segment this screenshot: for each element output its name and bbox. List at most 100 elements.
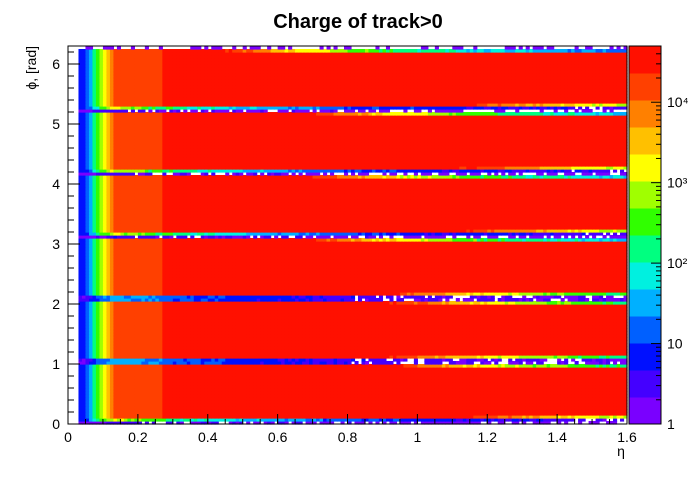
heatmap-cell [102, 370, 108, 374]
heatmap-cell [249, 355, 254, 359]
heatmap-cell [592, 367, 597, 371]
heatmap-cell [340, 388, 345, 392]
heatmap-cell [242, 352, 247, 356]
heatmap-cell [417, 415, 422, 419]
heatmap-cell [309, 358, 314, 362]
heatmap-cell [497, 409, 502, 413]
heatmap-cell [249, 364, 254, 368]
heatmap-cell [371, 394, 377, 398]
heatmap-cell [389, 397, 394, 401]
heatmap-cell [536, 409, 541, 413]
heatmap-cell [490, 370, 495, 374]
heatmap-cell [347, 355, 352, 359]
heatmap-cell [277, 376, 282, 380]
heatmap-cell [106, 418, 111, 422]
heatmap-cell [613, 370, 618, 374]
heatmap-cell [389, 385, 394, 389]
heatmap-cell [564, 403, 569, 407]
heatmap-cell [344, 364, 349, 368]
heatmap-cell [295, 385, 300, 389]
heatmap-cell [291, 343, 296, 347]
heatmap-cell [501, 379, 506, 383]
heatmap-cell [459, 409, 464, 413]
heatmap-cell [106, 388, 111, 392]
heatmap-cell [550, 397, 555, 401]
heatmap-cell [574, 412, 579, 416]
heatmap-cell [113, 412, 118, 416]
heatmap-cell [330, 364, 335, 368]
heatmap-cell [106, 397, 111, 401]
heatmap-cell [155, 367, 160, 371]
heatmap-cell [469, 355, 474, 359]
heatmap-cell [550, 352, 555, 356]
heatmap-cell [445, 394, 450, 398]
heatmap-cell [448, 352, 453, 356]
heatmap-cell [413, 409, 418, 413]
heatmap-cell [466, 415, 471, 419]
heatmap-cell [515, 361, 520, 365]
heatmap-cell [613, 400, 618, 404]
heatmap-cell [420, 346, 425, 350]
heatmap-cell [623, 388, 628, 392]
heatmap-cell [242, 367, 247, 371]
heatmap-cell [81, 352, 87, 356]
heatmap-cell [364, 370, 370, 374]
heatmap-cell [445, 406, 450, 410]
heatmap-cell [403, 400, 408, 404]
heatmap-cell [522, 379, 527, 383]
heatmap-cell [396, 415, 401, 419]
heatmap-cell [382, 367, 387, 371]
heatmap-cell [466, 373, 471, 377]
heatmap-cell [497, 391, 502, 395]
heatmap-cell [120, 421, 125, 425]
heatmap-cell [483, 400, 488, 404]
heatmap-cell [172, 349, 177, 353]
heatmap-cell [487, 406, 492, 410]
heatmap-cell [368, 397, 373, 401]
heatmap-cell [333, 415, 338, 419]
heatmap-cell [431, 394, 436, 398]
heatmap-cell [469, 385, 474, 389]
heatmap-cell [242, 406, 247, 410]
heatmap-cell [609, 403, 614, 407]
heatmap-cell [172, 418, 177, 422]
heatmap-cell [361, 415, 366, 419]
heatmap-cell [371, 388, 377, 392]
heatmap-cell [350, 391, 356, 395]
heatmap-cell [232, 355, 237, 359]
heatmap-cell [480, 397, 485, 401]
heatmap-cell [620, 391, 625, 395]
heatmap-cell [574, 370, 579, 374]
heatmap-cell [609, 412, 614, 416]
heatmap-cell [543, 370, 548, 374]
heatmap-cell [323, 397, 328, 401]
heatmap-cell [242, 376, 247, 380]
heatmap-cell [588, 403, 593, 407]
heatmap-cell [340, 412, 345, 416]
heatmap-cell [501, 400, 506, 404]
heatmap-cell [179, 373, 184, 377]
heatmap-cell [141, 397, 146, 401]
heatmap-cell [204, 373, 209, 377]
heatmap-cell [116, 406, 121, 410]
heatmap-cell [319, 370, 324, 374]
heatmap-cell [560, 349, 565, 353]
heatmap-cell [232, 352, 237, 356]
heatmap-cell [606, 421, 611, 425]
heatmap-cell [232, 361, 237, 365]
heatmap-cell [357, 355, 363, 359]
heatmap-cell [595, 373, 600, 377]
heatmap-cell [445, 364, 450, 368]
heatmap-cell [508, 367, 513, 371]
heatmap-cell [525, 418, 530, 422]
heatmap-cell [144, 370, 149, 374]
heatmap-cell [214, 343, 219, 347]
heatmap-cell [361, 418, 366, 422]
heatmap-cell [270, 349, 275, 353]
heatmap-cell [420, 367, 425, 371]
heatmap-cell [302, 379, 307, 383]
heatmap-cell [127, 382, 132, 386]
heatmap-cell [385, 400, 391, 404]
heatmap-cell [350, 382, 356, 386]
heatmap-cell [120, 355, 125, 359]
